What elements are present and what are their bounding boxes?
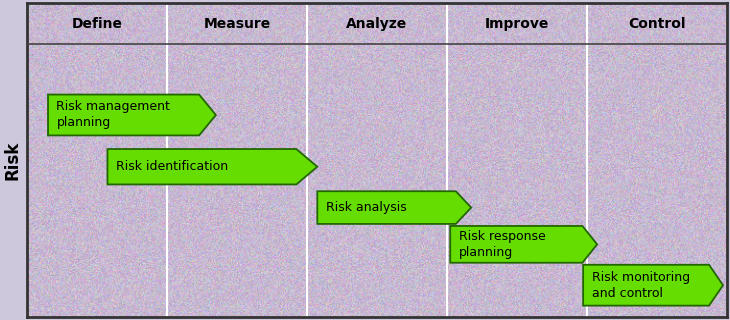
Polygon shape (583, 265, 723, 306)
Text: Risk monitoring
and control: Risk monitoring and control (591, 271, 690, 300)
Text: Measure: Measure (203, 17, 271, 31)
Y-axis label: Risk: Risk (4, 140, 21, 180)
Polygon shape (107, 149, 318, 184)
Text: Define: Define (72, 17, 123, 31)
Polygon shape (48, 94, 216, 135)
Text: Risk analysis: Risk analysis (326, 201, 407, 214)
Text: Improve: Improve (485, 17, 549, 31)
Polygon shape (318, 191, 471, 224)
Polygon shape (450, 226, 597, 263)
Text: Control: Control (628, 17, 685, 31)
Text: Risk response
planning: Risk response planning (458, 230, 545, 259)
Text: Risk management
planning: Risk management planning (56, 100, 170, 130)
Text: Risk identification: Risk identification (116, 160, 228, 173)
Text: Analyze: Analyze (346, 17, 407, 31)
